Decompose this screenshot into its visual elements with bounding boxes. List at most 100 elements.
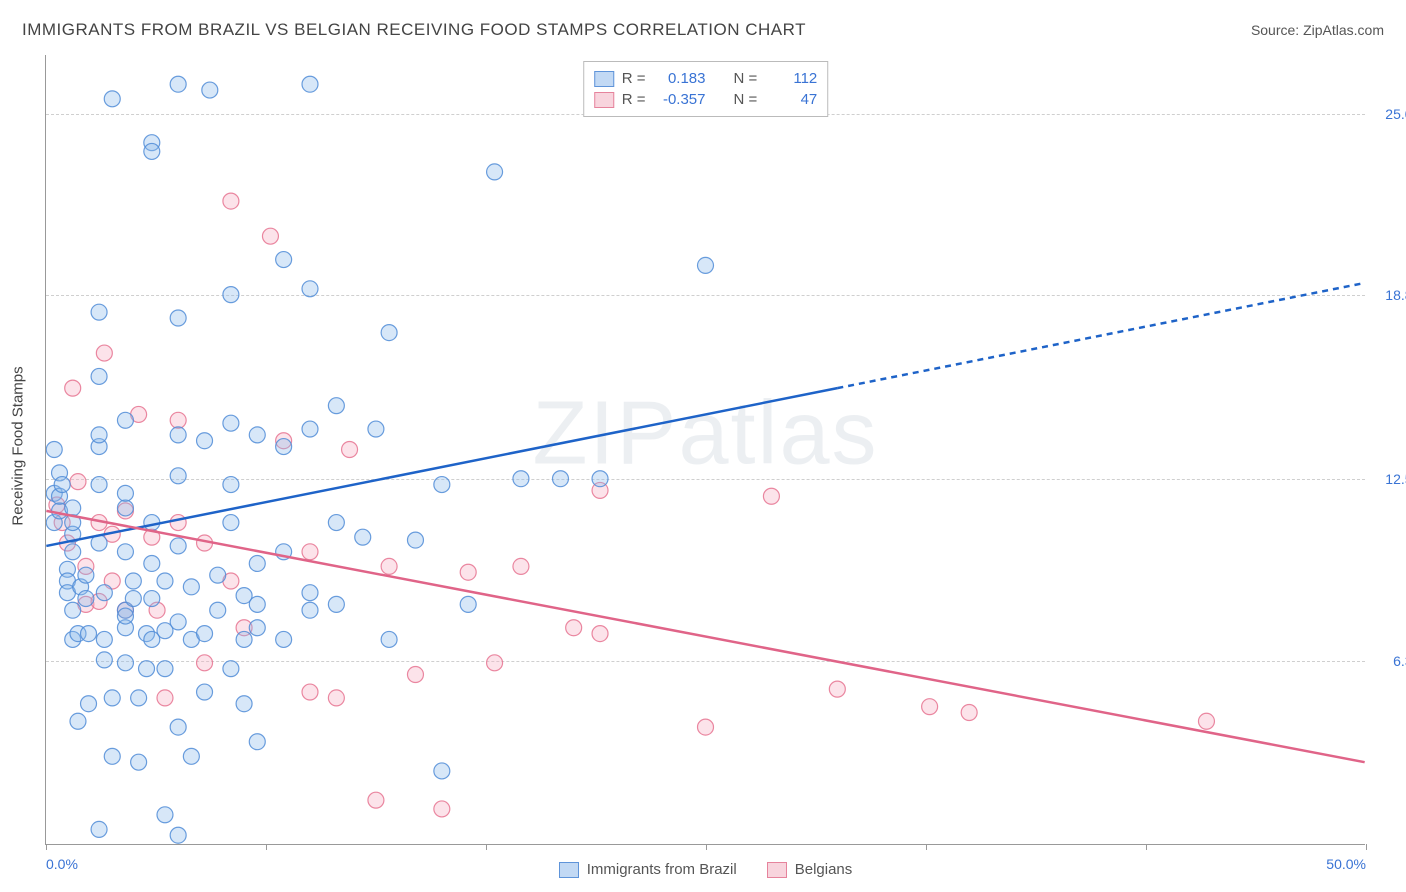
data-point: [170, 827, 186, 843]
data-point: [223, 573, 239, 589]
data-point: [249, 596, 265, 612]
data-point: [59, 561, 75, 577]
data-point: [125, 573, 141, 589]
data-point: [328, 690, 344, 706]
data-point: [922, 699, 938, 715]
data-point: [170, 538, 186, 554]
data-point: [170, 427, 186, 443]
x-tick: [926, 844, 927, 850]
data-point: [236, 620, 252, 636]
data-point: [157, 573, 173, 589]
y-tick-label: 25.0%: [1370, 106, 1406, 122]
y-tick-label: 12.5%: [1370, 471, 1406, 487]
y-axis-label: Receiving Food Stamps: [10, 366, 27, 525]
source-value: ZipAtlas.com: [1303, 22, 1384, 38]
data-point: [763, 488, 779, 504]
data-point: [144, 515, 160, 531]
swatch-brazil-icon: [559, 862, 579, 878]
series-legend: Immigrants from Brazil Belgians: [46, 861, 1365, 878]
data-point: [276, 631, 292, 647]
data-point: [592, 626, 608, 642]
grid-line: [46, 661, 1365, 662]
data-point: [65, 515, 81, 531]
data-point: [381, 325, 397, 341]
legend-item-belgian: Belgians: [767, 861, 853, 878]
data-point: [91, 515, 107, 531]
data-point: [210, 567, 226, 583]
data-point: [276, 252, 292, 268]
data-point: [407, 667, 423, 683]
data-point: [157, 807, 173, 823]
data-point: [592, 482, 608, 498]
data-point: [381, 558, 397, 574]
data-point: [104, 690, 120, 706]
data-point: [183, 748, 199, 764]
data-point: [96, 345, 112, 361]
data-point: [73, 579, 89, 595]
data-point: [78, 596, 94, 612]
data-point: [249, 734, 265, 750]
data-point: [117, 485, 133, 501]
data-point: [65, 380, 81, 396]
legend-item-brazil: Immigrants from Brazil: [559, 861, 737, 878]
data-point: [52, 488, 68, 504]
data-point: [65, 544, 81, 560]
data-point: [202, 82, 218, 98]
data-point: [52, 503, 68, 519]
r-label: R =: [622, 91, 646, 108]
legend-label-brazil: Immigrants from Brazil: [587, 861, 737, 878]
data-point: [183, 631, 199, 647]
data-point: [54, 515, 70, 531]
data-point: [829, 681, 845, 697]
data-point: [328, 398, 344, 414]
data-point: [70, 626, 86, 642]
data-point: [223, 415, 239, 431]
r-value-brazil: 0.183: [654, 70, 706, 87]
data-point: [91, 821, 107, 837]
data-point: [125, 591, 141, 607]
data-point: [117, 602, 133, 618]
r-value-belgian: -0.357: [654, 91, 706, 108]
y-tick-label: 18.8%: [1370, 287, 1406, 303]
data-point: [223, 193, 239, 209]
data-point: [157, 623, 173, 639]
data-point: [236, 588, 252, 604]
data-point: [460, 564, 476, 580]
data-point: [117, 608, 133, 624]
data-point: [249, 427, 265, 443]
data-point: [434, 763, 450, 779]
grid-line: [46, 295, 1365, 296]
data-point: [117, 655, 133, 671]
data-point: [170, 515, 186, 531]
data-point: [460, 596, 476, 612]
data-point: [302, 544, 318, 560]
data-point: [183, 579, 199, 595]
source-attribution: Source: ZipAtlas.com: [1251, 22, 1384, 38]
n-value-brazil: 112: [765, 70, 817, 87]
data-point: [78, 558, 94, 574]
r-label: R =: [622, 70, 646, 87]
x-tick: [266, 844, 267, 850]
data-point: [96, 631, 112, 647]
n-label: N =: [734, 70, 758, 87]
data-point: [276, 544, 292, 560]
data-point: [104, 748, 120, 764]
regression-line: [837, 283, 1364, 388]
data-point: [59, 535, 75, 551]
data-point: [70, 713, 86, 729]
data-point: [131, 406, 147, 422]
data-point: [144, 143, 160, 159]
scatter-plot-area: 6.3%12.5%18.8%25.0% 0.0%50.0% ZIPatlas R…: [45, 55, 1365, 845]
data-point: [223, 661, 239, 677]
data-point: [91, 535, 107, 551]
data-point: [197, 433, 213, 449]
data-point: [302, 585, 318, 601]
data-point: [65, 526, 81, 542]
data-point: [46, 485, 62, 501]
data-point: [81, 626, 97, 642]
data-point: [170, 412, 186, 428]
data-point: [355, 529, 371, 545]
data-point: [961, 705, 977, 721]
data-point: [249, 620, 265, 636]
data-point: [131, 754, 147, 770]
